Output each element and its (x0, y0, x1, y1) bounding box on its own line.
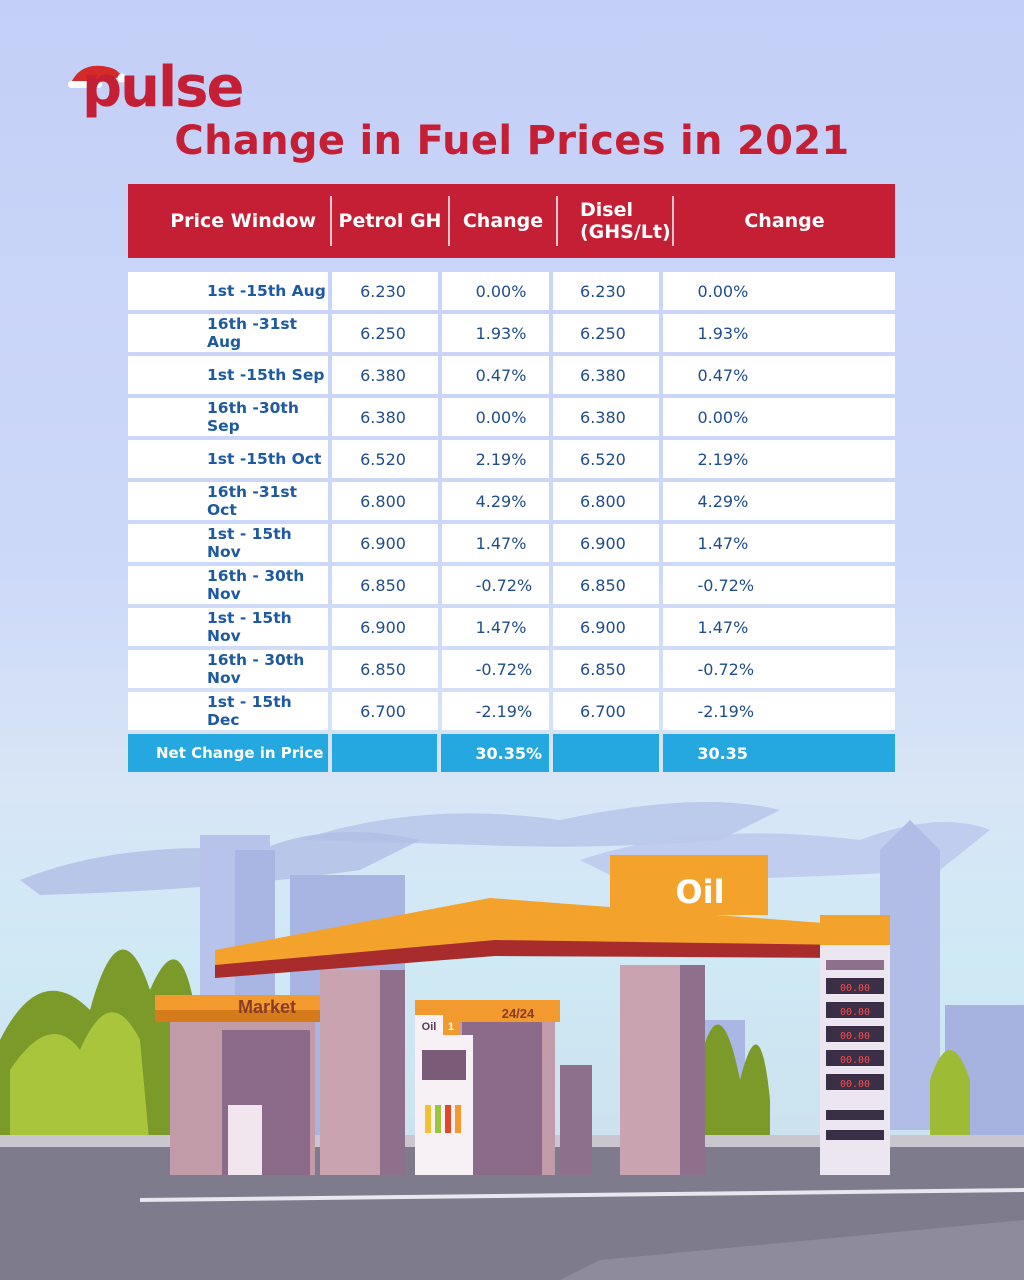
cell-window: 1st - 15th Nov (128, 524, 329, 562)
cell-diesel-change: 2.19% (663, 440, 896, 478)
cell-diesel: 6.250 (553, 314, 660, 352)
table-row: 1st - 15th Dec 6.700 -2.19% 6.700 -2.19% (128, 692, 896, 730)
price-display-value: 00.00 (840, 1007, 870, 1018)
fuel-price-table: Price Window Petrol GH Change Disel (GHS… (128, 184, 896, 776)
header-diesel-change: Change (744, 210, 825, 232)
net-diesel-change: 30.35 (663, 734, 896, 772)
table-row: 16th - 30th Nov 6.850 -0.72% 6.850 -0.72… (128, 650, 896, 688)
cell-window: 16th -30th Sep (128, 398, 329, 436)
header-diesel: Disel (GHS/Lt) (558, 196, 674, 246)
cell-diesel: 6.900 (553, 524, 660, 562)
table-body: 1st -15th Aug 6.230 0.00% 6.230 0.00% 16… (128, 272, 896, 772)
net-petrol (331, 734, 438, 772)
canopy-sign-text: Oil (675, 873, 724, 911)
table-row: 16th -31st Oct 6.800 4.29% 6.800 4.29% (128, 482, 896, 520)
cell-petrol: 6.900 (332, 524, 438, 562)
cell-petrol: 6.230 (332, 272, 438, 310)
hours-sign-text: 24/24 (502, 1006, 535, 1021)
price-display: 00.00 00.00 00.00 00.00 00.00 (826, 978, 884, 1090)
logo-text: pulse (82, 55, 244, 120)
cell-window: 1st - 15th Nov (128, 608, 329, 646)
cell-petrol-change: 0.00% (441, 272, 550, 310)
cell-diesel-change: -2.19% (663, 692, 896, 730)
header-diesel-line2: (GHS/Lt) (580, 221, 671, 243)
cell-diesel: 6.380 (553, 398, 660, 436)
cell-window: 1st -15th Oct (128, 440, 329, 478)
table-row: 16th -30th Sep 6.380 0.00% 6.380 0.00% (128, 398, 896, 436)
net-petrol-change: 30.35% (441, 734, 549, 772)
table-header: Price Window Petrol GH Change Disel (GHS… (128, 184, 895, 258)
cell-petrol: 6.520 (332, 440, 438, 478)
price-display-value: 00.00 (840, 1031, 870, 1042)
cell-diesel-change: 1.93% (663, 314, 896, 352)
cell-diesel: 6.800 (553, 482, 660, 520)
cell-diesel-change: 4.29% (663, 482, 896, 520)
pump-label-text: Oil (422, 1021, 437, 1033)
cell-diesel: 6.850 (553, 566, 660, 604)
pump-number-text: 1 (448, 1021, 454, 1033)
cell-diesel: 6.520 (553, 440, 660, 478)
cell-petrol-change: 2.19% (441, 440, 550, 478)
cell-petrol: 6.380 (332, 356, 438, 394)
net-change-row: Net Change in Price 30.35% 30.35 (128, 734, 896, 772)
header-petrol-change: Change (450, 196, 558, 246)
cell-diesel-change: -0.72% (663, 566, 896, 604)
cell-petrol-change: -0.72% (441, 566, 550, 604)
net-diesel (552, 734, 660, 772)
header-price-window: Price Window (128, 196, 332, 246)
cell-window: 1st - 15th Dec (128, 692, 329, 730)
net-change-label: Net Change in Price (128, 734, 328, 772)
table-row: 1st -15th Aug 6.230 0.00% 6.230 0.00% (128, 272, 896, 310)
cell-petrol: 6.380 (332, 398, 438, 436)
header-diesel-line1: Disel (580, 199, 633, 221)
cell-petrol-change: -2.19% (441, 692, 550, 730)
pulse-logo: pulse (68, 55, 244, 125)
cell-petrol-change: 0.00% (441, 398, 550, 436)
cell-diesel: 6.900 (553, 608, 660, 646)
table-row: 16th -31st Aug 6.250 1.93% 6.250 1.93% (128, 314, 896, 352)
cell-diesel: 6.230 (553, 272, 660, 310)
cell-window: 1st -15th Aug (128, 272, 329, 310)
cell-window: 16th - 30th Nov (128, 650, 329, 688)
cell-diesel-change: 0.47% (663, 356, 896, 394)
santa-hat-icon (68, 65, 126, 88)
price-display-value: 00.00 (840, 983, 870, 994)
cell-petrol: 6.850 (332, 566, 438, 604)
gas-station-illustration: Market 24/24 Oil Oil 1 00.00 00.00 00.00… (0, 802, 1024, 1280)
table-row: 1st - 15th Nov 6.900 1.47% 6.900 1.47% (128, 608, 896, 646)
cell-diesel: 6.700 (553, 692, 660, 730)
price-display-value: 00.00 (840, 1055, 870, 1066)
cell-window: 16th -31st Oct (128, 482, 329, 520)
cell-diesel-change: 1.47% (663, 608, 896, 646)
cell-petrol: 6.700 (332, 692, 438, 730)
cell-petrol: 6.250 (332, 314, 438, 352)
cell-diesel-change: 0.00% (663, 272, 896, 310)
cell-diesel: 6.380 (553, 356, 660, 394)
cell-window: 16th - 30th Nov (128, 566, 329, 604)
shop-sign-text: Market (238, 997, 296, 1017)
table-row: 1st -15th Sep 6.380 0.47% 6.380 0.47% (128, 356, 896, 394)
cell-petrol-change: 1.47% (441, 524, 550, 562)
price-display-value: 00.00 (840, 1079, 870, 1090)
cell-petrol: 6.850 (332, 650, 438, 688)
table-row: 1st - 15th Nov 6.900 1.47% 6.900 1.47% (128, 524, 896, 562)
cell-window: 1st -15th Sep (128, 356, 329, 394)
cell-petrol: 6.800 (332, 482, 438, 520)
cell-diesel-change: 0.00% (663, 398, 896, 436)
cell-petrol: 6.900 (332, 608, 438, 646)
cell-diesel-change: 1.47% (663, 524, 896, 562)
cell-petrol-change: -0.72% (441, 650, 550, 688)
table-row: 1st -15th Oct 6.520 2.19% 6.520 2.19% (128, 440, 896, 478)
header-petrol: Petrol GH (332, 196, 450, 246)
page-title: Change in Fuel Prices in 2021 (174, 118, 850, 164)
cell-petrol-change: 1.47% (441, 608, 550, 646)
cell-diesel: 6.850 (553, 650, 660, 688)
table-row: 16th - 30th Nov 6.850 -0.72% 6.850 -0.72… (128, 566, 896, 604)
cell-petrol-change: 1.93% (441, 314, 550, 352)
cell-window: 16th -31st Aug (128, 314, 329, 352)
cell-petrol-change: 0.47% (441, 356, 550, 394)
cell-petrol-change: 4.29% (441, 482, 550, 520)
cell-diesel-change: -0.72% (663, 650, 896, 688)
